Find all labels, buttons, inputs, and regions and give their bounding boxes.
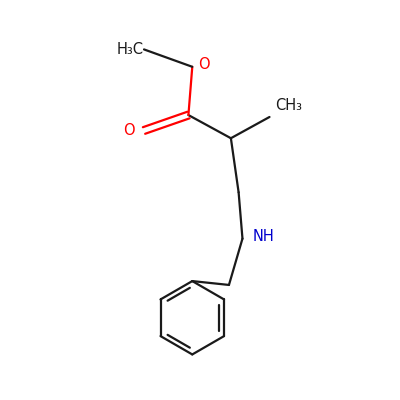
Text: O: O [123,123,134,138]
Text: O: O [198,57,210,72]
Text: CH₃: CH₃ [275,98,302,113]
Text: NH: NH [252,229,274,244]
Text: H₃C: H₃C [117,42,144,57]
